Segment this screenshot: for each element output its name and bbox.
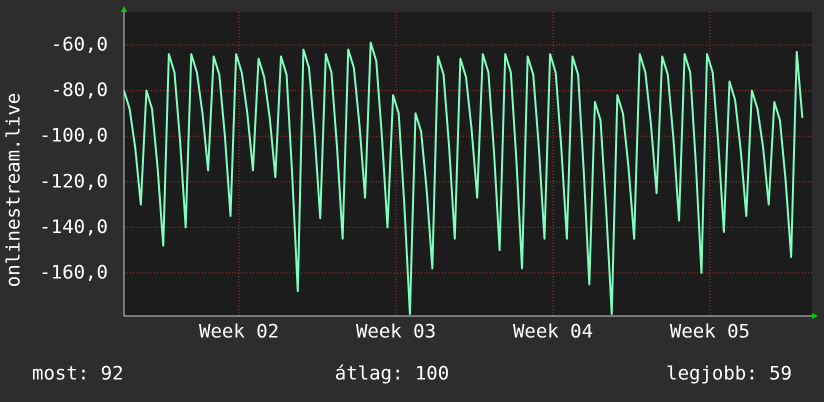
x-tick-label: Week 03 [356, 321, 436, 343]
y-tick-label: -140,0 [39, 216, 108, 238]
series-line [123, 41, 804, 315]
x-tick-label: Week 05 [670, 321, 750, 343]
x-axis-arrow [812, 313, 818, 319]
x-tick-label: Week 04 [513, 321, 593, 343]
marks [123, 41, 804, 315]
stat-current: most: 92 [32, 363, 124, 385]
y-tick-label: -120,0 [39, 170, 108, 192]
y-axis-label: onlinestream.live [3, 93, 25, 287]
y-tick-label: -80,0 [51, 79, 108, 101]
stat-average: átlag: 100 [335, 363, 449, 385]
y-tick-label: -60,0 [51, 34, 108, 56]
stat-best: legjobb: 59 [666, 363, 792, 385]
y-axis-arrow [121, 6, 127, 12]
y-tick-label: -100,0 [39, 125, 108, 147]
y-tick-label: -160,0 [39, 261, 108, 283]
x-tick-label: Week 02 [199, 321, 279, 343]
